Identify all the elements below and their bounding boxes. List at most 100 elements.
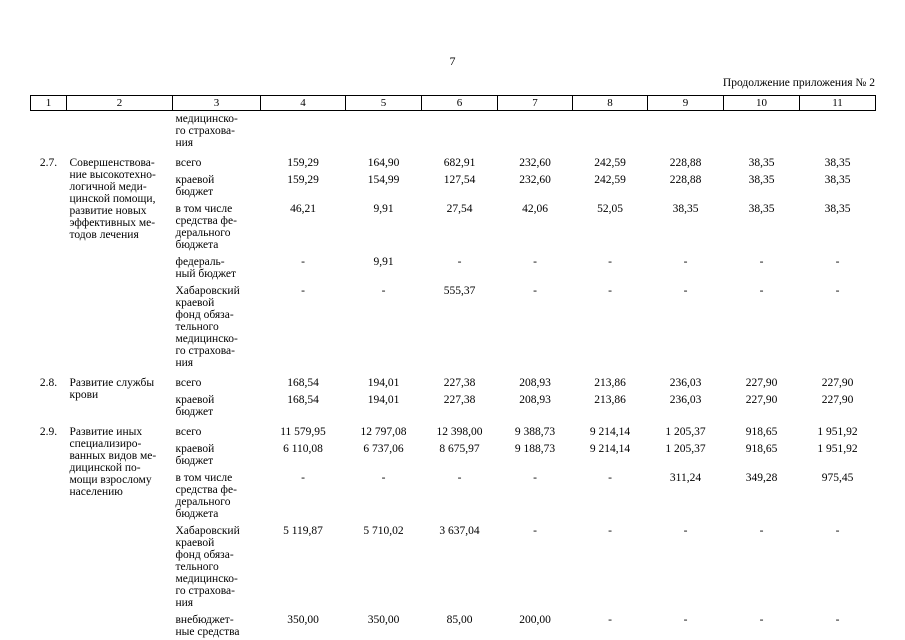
appendix-continuation-note: Продолжение приложения № 2 (722, 77, 875, 89)
value-cell: - (533, 256, 537, 268)
value-cell: - (683, 525, 688, 537)
value-cell: - (608, 285, 612, 297)
value-cell: 555,37 (443, 285, 476, 297)
value-cell (261, 111, 346, 153)
value-cell: 236,03 (669, 377, 702, 389)
value-cell: 42,06 (522, 203, 548, 215)
value-cell: - (381, 472, 386, 484)
value-cell: 1 951,92 (817, 426, 858, 438)
value-cell: - (835, 256, 840, 268)
value-cell: 227,90 (745, 394, 778, 406)
value-cell: 242,59 (594, 157, 626, 169)
value-cell: 200,00 (519, 614, 551, 626)
column-number-header: 2 (66, 95, 173, 111)
table-row: Хабаровский краевой фонд обяза- тельного… (31, 523, 876, 612)
value-cell: 27,54 (446, 203, 473, 215)
value-cell (724, 111, 800, 153)
value-cell: 350,00 (287, 614, 319, 626)
table-row: внебюджет- ные средства 350,00 350,00 85,00… (31, 612, 876, 640)
budget-source-label-cell: всего (175, 426, 202, 438)
column-number-header: 1 (30, 95, 67, 111)
value-cell: 350,00 (367, 614, 400, 626)
value-cell: 12 398,00 (436, 426, 483, 438)
value-cell (422, 111, 498, 153)
value-cell: 232,60 (519, 157, 551, 169)
value-cell: 164,90 (367, 157, 400, 169)
value-cell: 227,90 (821, 377, 854, 389)
value-cell: - (835, 614, 840, 626)
item-name-cell: Развитие иных специализиро- ванных видов… (69, 426, 157, 498)
value-cell: - (301, 472, 305, 484)
value-cell: 8 675,97 (439, 443, 480, 455)
value-cell: 194,01 (367, 377, 400, 389)
value-cell: - (835, 285, 840, 297)
value-cell: 349,28 (745, 472, 778, 484)
budget-source-label-cell: внебюджет- ные средства (175, 614, 240, 638)
value-cell: 154,99 (367, 174, 400, 186)
value-cell: 1 951,92 (817, 443, 858, 455)
value-cell: 227,90 (821, 394, 854, 406)
value-cell: 236,03 (669, 394, 702, 406)
budget-source-label-cell: краевой бюджет (175, 174, 215, 198)
value-cell: 9,91 (373, 256, 394, 268)
value-cell: 1 205,37 (665, 443, 706, 455)
value-cell: 213,86 (594, 377, 626, 389)
table-row: краевой бюджет 6 110,08 6 737,06 8 675,97 9 … (31, 441, 876, 470)
item-number-cell: 2.8. (39, 377, 58, 389)
value-cell: 232,60 (519, 174, 551, 186)
column-number-header: 8 (572, 95, 648, 111)
value-cell: - (683, 256, 688, 268)
value-cell: - (608, 614, 612, 626)
item-number-cell: 2.9. (39, 426, 58, 438)
value-cell: - (683, 614, 688, 626)
value-cell: 38,35 (672, 203, 699, 215)
column-number-header: 3 (172, 95, 261, 111)
value-cell: 52,05 (597, 203, 623, 215)
table-row: в том числе средства фе- дерального бюдж… (31, 470, 876, 523)
budget-table: 1 2 3 4 5 6 7 8 9 10 11 медицинско- го страхова- н… (30, 95, 876, 640)
budget-source-label-cell: краевой бюджет (175, 443, 215, 467)
value-cell: - (533, 285, 537, 297)
column-number-header: 9 (647, 95, 724, 111)
value-cell: - (533, 472, 537, 484)
column-number-header: 10 (723, 95, 800, 111)
table-header-row: 1 2 3 4 5 6 7 8 9 10 11 (30, 95, 876, 111)
value-cell: - (759, 256, 764, 268)
value-cell: 975,45 (821, 472, 854, 484)
value-cell: 9 188,73 (514, 443, 556, 455)
item-name-cell: Развитие службы крови (69, 377, 155, 401)
value-cell: 38,35 (748, 203, 775, 215)
value-cell: 6 110,08 (283, 443, 323, 455)
value-cell: - (301, 285, 305, 297)
value-cell: 159,29 (287, 157, 319, 169)
column-number-header: 6 (421, 95, 498, 111)
value-cell (498, 111, 573, 153)
value-cell: - (608, 525, 612, 537)
value-cell: 227,38 (443, 377, 476, 389)
budget-source-label-cell: Хабаровский краевой фонд обяза- тельного… (175, 525, 240, 609)
table-row: краевой бюджет 159,29 154,99 127,54 232,60 24… (31, 172, 876, 201)
value-cell: 9 388,73 (514, 426, 556, 438)
budget-source-label-cell: Хабаровский краевой фонд обяза- тельного… (175, 285, 240, 369)
value-cell: 38,35 (824, 174, 851, 186)
value-cell: - (683, 285, 688, 297)
column-number-header: 5 (345, 95, 422, 111)
budget-source-label-cell: всего (175, 377, 202, 389)
value-cell: 127,54 (443, 174, 476, 186)
table-body: медицинско- го страхова- ния 2.7. Совершен… (31, 111, 876, 640)
value-cell: 38,35 (824, 157, 851, 169)
value-cell: 5 710,02 (363, 525, 404, 537)
value-cell: 5 119,87 (283, 525, 323, 537)
value-cell: - (301, 256, 305, 268)
budget-source-label-cell: в том числе средства фе- дерального бюдж… (175, 472, 237, 520)
value-cell: - (457, 256, 462, 268)
value-cell: 1 205,37 (665, 426, 706, 438)
value-cell: 242,59 (594, 174, 626, 186)
value-cell: - (608, 256, 612, 268)
value-cell: 168,54 (287, 377, 319, 389)
table-row: 2.8. Развитие службы крови всего 168,54 194,… (31, 372, 876, 401)
value-cell: 213,86 (594, 394, 626, 406)
value-cell: 11 579,95 (280, 426, 326, 438)
table-row: федераль- ный бюджет - 9,91 - - - - - - (31, 254, 876, 283)
